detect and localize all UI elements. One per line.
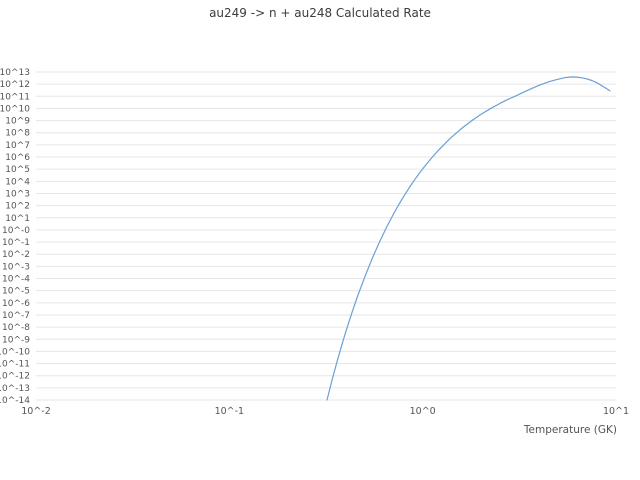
y-tick-label: 10^-4 (2, 275, 30, 285)
y-tick-label: 10^-8 (2, 323, 30, 333)
y-tick-label: 10^6 (5, 153, 30, 163)
y-tick-label: 10^-5 (2, 287, 30, 297)
y-tick-label: 10^10 (0, 104, 30, 114)
y-tick-label: 10^13 (0, 68, 30, 78)
chart-title: au249 -> n + au248 Calculated Rate (209, 6, 431, 20)
y-tick-label: 10^5 (5, 165, 30, 175)
y-tick-label: 10^-7 (2, 311, 30, 321)
y-tick-label: 10^12 (0, 80, 30, 90)
y-tick-label: 10^8 (5, 129, 30, 139)
y-tick-label: 10^-12 (0, 372, 30, 382)
y-tick-label: 10^-13 (0, 384, 30, 394)
y-tick-label: 10^-9 (2, 335, 30, 345)
y-tick-label: 10^2 (5, 202, 30, 212)
y-tick-label: 10^-6 (2, 299, 30, 309)
y-tick-label: 10^9 (5, 117, 30, 127)
y-tick-label: 10^-14 (0, 396, 30, 406)
y-tick-label: 10^7 (5, 141, 30, 151)
y-tick-label: 10^-0 (2, 226, 30, 236)
y-tick-label: 10^-2 (2, 250, 30, 260)
x-tick-label: 10^0 (410, 406, 436, 417)
rate-curve (326, 76, 611, 401)
x-tick-label: 10^1 (603, 406, 629, 417)
x-tick-label: 10^-1 (215, 406, 245, 417)
y-tick-label: 10^-3 (2, 262, 30, 272)
x-axis-label: Temperature (GK) (523, 424, 617, 436)
y-tick-label: 10^-10 (0, 347, 30, 357)
y-tick-label: 10^11 (0, 92, 30, 102)
y-tick-label: 10^-1 (2, 238, 30, 248)
y-tick-label: 10^-11 (0, 360, 30, 370)
y-tick-label: 10^1 (5, 214, 30, 224)
x-tick-label: 10^-2 (21, 406, 51, 417)
y-tick-label: 10^3 (5, 189, 30, 199)
y-tick-label: 10^4 (5, 177, 30, 187)
